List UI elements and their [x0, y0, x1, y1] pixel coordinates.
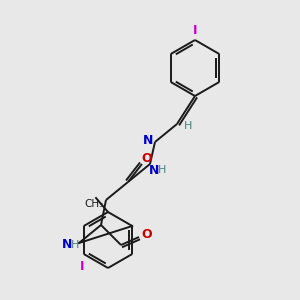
Text: H: H — [158, 165, 166, 175]
Text: CH₃: CH₃ — [84, 199, 104, 209]
Text: N: N — [62, 238, 72, 251]
Text: O: O — [142, 152, 152, 166]
Text: I: I — [193, 23, 197, 37]
Text: I: I — [80, 260, 84, 274]
Text: N: N — [143, 134, 153, 146]
Text: N: N — [149, 164, 159, 176]
Text: O: O — [142, 227, 152, 241]
Text: H: H — [184, 121, 192, 131]
Text: H: H — [71, 240, 79, 250]
